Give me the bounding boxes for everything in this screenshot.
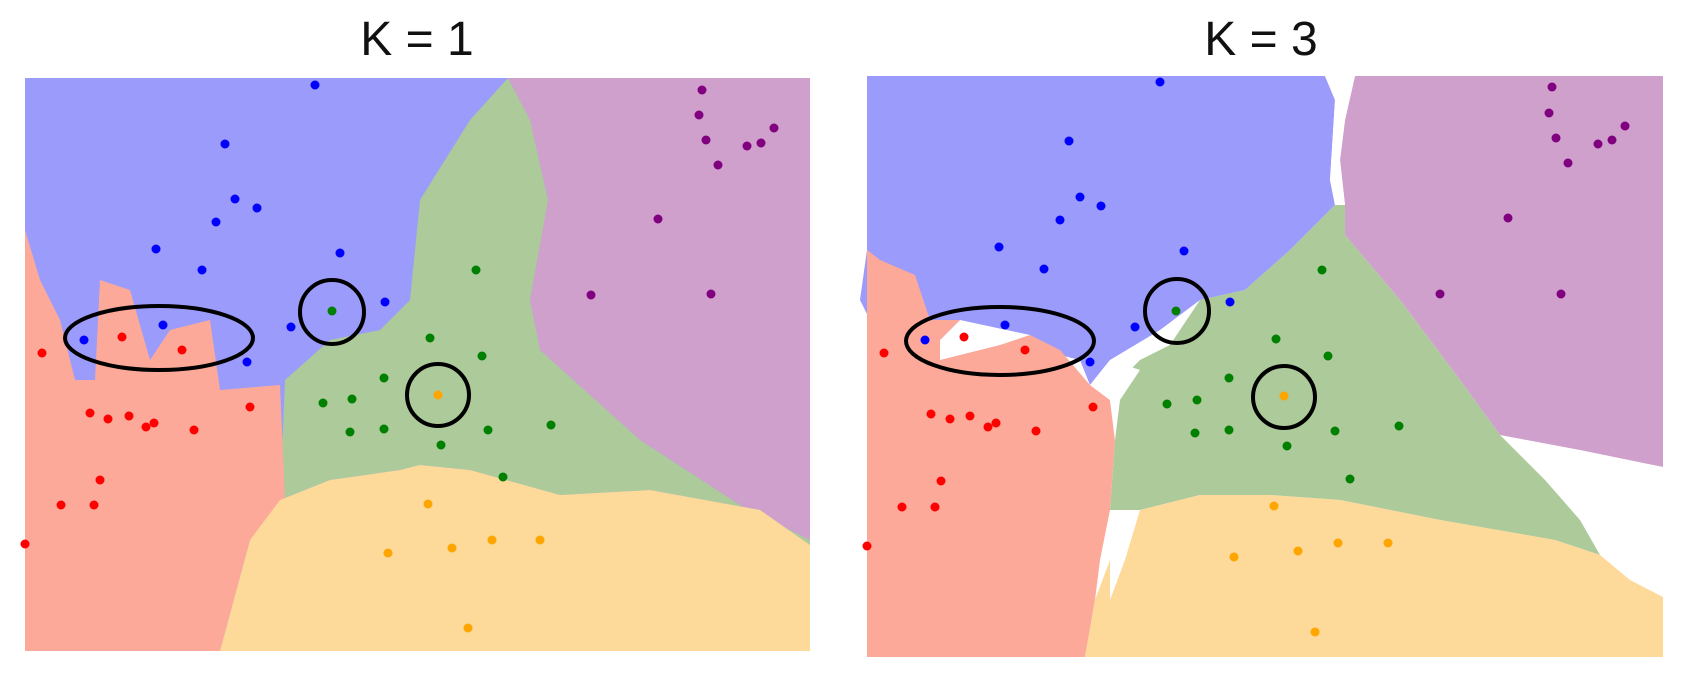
red-points	[862, 332, 1098, 551]
green-points	[318, 265, 556, 482]
outlier-circle-green	[1143, 277, 1211, 345]
outlier-circle-orange	[405, 362, 471, 428]
red-region	[25, 230, 285, 651]
orange-region	[1085, 495, 1663, 657]
green-region	[280, 78, 810, 545]
panel-title-k1: K = 1	[360, 13, 474, 66]
panel-k3	[860, 76, 1663, 657]
blue-points	[920, 77, 1235, 367]
outlier-circle-green	[298, 278, 366, 346]
orange-points	[383, 390, 545, 633]
unclassified-region	[1325, 76, 1355, 205]
purple-region	[508, 78, 810, 540]
green-points	[1162, 265, 1404, 484]
orange-points	[1229, 391, 1393, 637]
unclassified-region	[1090, 360, 1140, 440]
outlier-ellipse	[63, 304, 255, 372]
unclassified-region	[1110, 510, 1140, 600]
panel-title-k3: K = 3	[1204, 13, 1318, 66]
blue-points	[79, 80, 390, 367]
purple-points	[586, 85, 779, 300]
red-points	[20, 332, 255, 549]
panel-k1	[20, 78, 810, 651]
outlier-circle-orange	[1251, 364, 1317, 430]
green-region	[1110, 205, 1600, 555]
orange-region	[220, 465, 810, 651]
purple-region	[1340, 76, 1663, 467]
outlier-ellipse	[904, 305, 1096, 377]
red-region	[867, 250, 1115, 657]
purple-points	[1435, 82, 1630, 299]
